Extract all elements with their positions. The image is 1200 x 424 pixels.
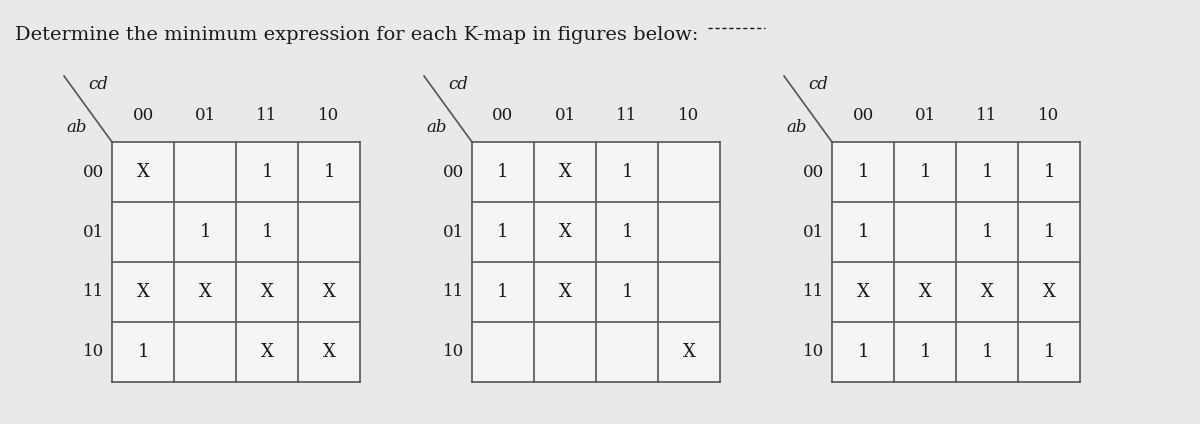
Text: 1: 1 (622, 223, 632, 241)
Text: 1: 1 (1043, 223, 1055, 241)
Text: 10: 10 (678, 107, 700, 124)
Text: 01: 01 (83, 223, 104, 240)
Text: 01: 01 (194, 107, 216, 124)
Text: 1: 1 (857, 343, 869, 361)
Text: 1: 1 (137, 343, 149, 361)
Text: X: X (260, 343, 274, 361)
Text: ab: ab (786, 119, 806, 136)
Text: 1: 1 (497, 283, 509, 301)
Text: 1: 1 (622, 283, 632, 301)
Bar (832, 142, 1080, 382)
Text: 00: 00 (443, 164, 464, 181)
Text: 1: 1 (497, 223, 509, 241)
Text: 10: 10 (318, 107, 340, 124)
Text: X: X (260, 283, 274, 301)
Text: X: X (558, 163, 571, 181)
Text: 1: 1 (497, 163, 509, 181)
Text: 1: 1 (262, 223, 272, 241)
Text: 01: 01 (914, 107, 936, 124)
Text: 11: 11 (803, 284, 824, 301)
Text: 00: 00 (132, 107, 154, 124)
Text: 1: 1 (982, 343, 992, 361)
Text: 10: 10 (83, 343, 104, 360)
Text: X: X (857, 283, 870, 301)
Text: 10: 10 (443, 343, 464, 360)
Text: 10: 10 (1038, 107, 1060, 124)
Text: 1: 1 (1043, 163, 1055, 181)
Text: 1: 1 (1043, 343, 1055, 361)
Text: X: X (683, 343, 696, 361)
Text: 00: 00 (492, 107, 514, 124)
Text: 00: 00 (803, 164, 824, 181)
Text: cd: cd (448, 76, 468, 93)
Text: 1: 1 (622, 163, 632, 181)
Text: 1: 1 (982, 163, 992, 181)
Text: 1: 1 (857, 223, 869, 241)
Text: 1: 1 (919, 343, 931, 361)
Text: X: X (137, 163, 150, 181)
Text: 1: 1 (919, 163, 931, 181)
Text: X: X (980, 283, 994, 301)
Text: 00: 00 (83, 164, 104, 181)
Text: X: X (198, 283, 211, 301)
Text: 11: 11 (977, 107, 997, 124)
Bar (472, 142, 720, 382)
Text: 01: 01 (443, 223, 464, 240)
Text: X: X (323, 283, 336, 301)
Text: X: X (558, 283, 571, 301)
Text: 1: 1 (323, 163, 335, 181)
Text: X: X (323, 343, 336, 361)
Text: 01: 01 (803, 223, 824, 240)
Text: Determine the minimum expression for each K-map in figures below:: Determine the minimum expression for eac… (14, 26, 698, 44)
Text: X: X (918, 283, 931, 301)
Text: 10: 10 (803, 343, 824, 360)
Text: 1: 1 (982, 223, 992, 241)
Text: 1: 1 (262, 163, 272, 181)
Text: 11: 11 (443, 284, 464, 301)
Text: 11: 11 (83, 284, 104, 301)
Text: X: X (1043, 283, 1056, 301)
Text: cd: cd (88, 76, 108, 93)
Text: X: X (558, 223, 571, 241)
Text: 00: 00 (852, 107, 874, 124)
Text: 11: 11 (257, 107, 277, 124)
Text: 01: 01 (554, 107, 576, 124)
Text: 1: 1 (857, 163, 869, 181)
Text: 11: 11 (617, 107, 637, 124)
Text: ab: ab (426, 119, 446, 136)
Text: 1: 1 (199, 223, 211, 241)
Text: cd: cd (808, 76, 828, 93)
Text: X: X (137, 283, 150, 301)
Text: ab: ab (66, 119, 86, 136)
Bar (112, 142, 360, 382)
